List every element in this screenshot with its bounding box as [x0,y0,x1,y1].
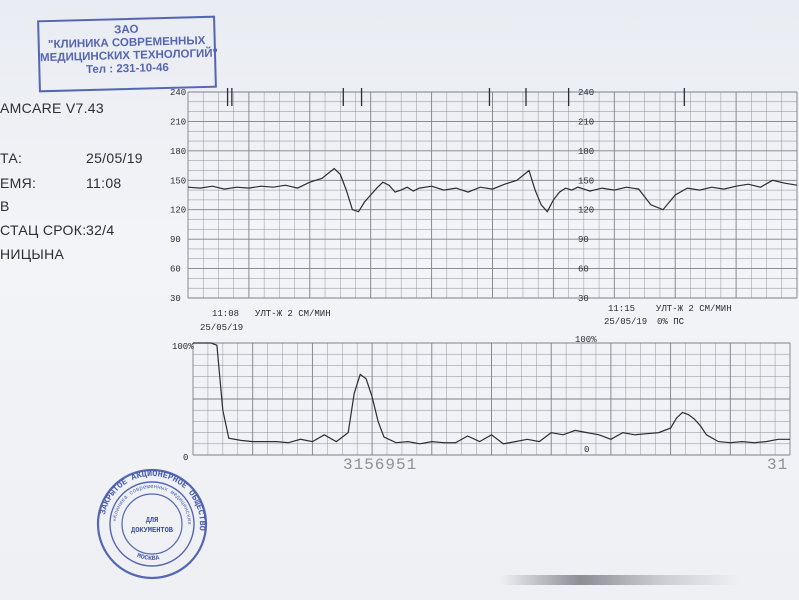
fhr-tick-right: 150 [578,176,594,186]
gestation-value: 32/4 [86,222,115,238]
device-label: AMCARE V7.43 [0,100,104,116]
date-value: 25/05/19 [86,150,143,166]
fhr-tick-right: 60 [578,265,589,275]
fhr-tick-right: 240 [578,88,594,98]
uc-tick-0-left: 0 [183,453,188,463]
fhr-label-left-date: 25/05/19 [200,323,243,333]
fhr-trace [187,167,798,213]
fhr-tick-labels: 30 30 60 60 90 90 120 120 150 150 180 180 210 210 240 2… [170,88,594,304]
paper-smudge [500,575,740,585]
fhr-label-left-time: 11:08 [212,309,239,319]
uc-grid [192,342,791,456]
fhr-tick-left: 240 [170,88,186,98]
time-label: ЕМЯ: [0,175,37,191]
fhr-label-right-extra: 0% ПС [657,317,685,327]
date-label: ТА: [0,150,23,166]
patient-name: НИЦЫНА [0,246,65,262]
fhr-grid [187,91,798,299]
gestation-label: СТАЦ СРОК: [0,222,87,238]
fhr-label-right-date: 25/05/19 [604,317,647,327]
fhr-tick-left: 120 [170,206,186,216]
serial-number-right: 31 [767,456,789,474]
fhr-tick-left: 90 [170,235,181,245]
fhr-label-right-mode: УЛТ-Ж 2 СМ/МИН [656,304,732,314]
uc-tick-100-left: 100% [172,342,194,352]
round-stamp: ЗАКРЫТОЕ АКЦИОНЕРНОЕ ОБЩЕСТВО «Клиника с… [96,468,208,580]
time-value: 11:08 [86,175,122,191]
uc-tick-100-right: 100% [575,335,597,345]
fhr-tick-right: 90 [578,235,589,245]
fhr-tick-right: 30 [578,294,589,304]
event-marks [226,88,685,106]
fhr-label-right-time: 11:15 [608,304,635,314]
stamp-center-line2: ДОКУМЕНТОВ [131,527,174,535]
fhr-tick-left: 150 [170,176,186,186]
fhr-tick-left: 60 [170,265,181,275]
stamp-center-line1: ДЛЯ [146,517,159,525]
stamp-bottom-text: МОСКВА [136,552,160,562]
fhr-tick-left: 30 [170,294,181,304]
serial-number: 3156951 [343,456,418,474]
fhr-label-left-mode: УЛТ-Ж 2 СМ/МИН [255,309,331,319]
header-line3: В [0,198,10,214]
uc-tick-0-right: 0 [584,445,589,455]
fhr-tick-right: 180 [578,147,594,157]
fhr-tick-left: 210 [170,117,186,127]
fhr-tick-right: 210 [578,117,594,127]
fhr-tick-right: 120 [578,206,594,216]
fhr-tick-left: 180 [170,147,186,157]
uc-trace [193,342,790,445]
